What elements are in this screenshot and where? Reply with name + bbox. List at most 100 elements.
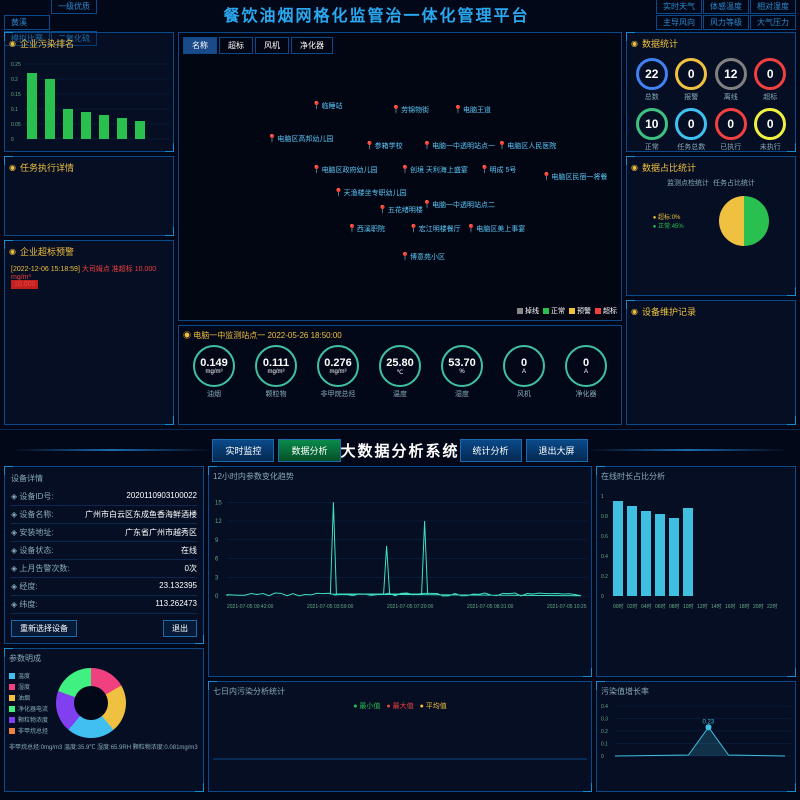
- map-area[interactable]: 临睡站 劳锦物街 电脑王道电脑区高邦幼儿园参箱学校 电脑一中透明站点一电脑区人民医院电…: [179, 58, 621, 295]
- header: 空气质量污染等级一级优质黄溪模拟比赛二氧化硫 餐饮油烟网格化监管治一体化管理平台…: [0, 0, 800, 28]
- svg-text:0.4: 0.4: [601, 554, 608, 560]
- legend-item: 颗粒物浓度: [9, 715, 48, 724]
- legend-item: 温度: [9, 671, 48, 680]
- info-button[interactable]: 重新选择设备: [11, 620, 77, 637]
- metrics-panel: ◉ 电脑一中监测站点一 2022-05-26 18:50:00 0.149mg/…: [178, 325, 622, 425]
- growth-panel: 污染值增长率 00.10.20.30.40.23: [596, 681, 796, 792]
- stat-item: 22总数: [635, 58, 669, 102]
- header-cell: 一级优质: [51, 0, 97, 14]
- panel-title: 企业超标预警: [9, 245, 169, 258]
- metric-item: 0.111mg/m³颗粒物: [255, 345, 297, 399]
- nav-button[interactable]: 统计分析: [460, 439, 522, 462]
- chart-title: 污染值增长率: [601, 686, 791, 697]
- header-cell: 大气压力: [750, 15, 796, 30]
- map-tab[interactable]: 超标: [219, 37, 253, 54]
- info-row: ◈ 经度:23.132395: [11, 578, 197, 596]
- map-marker[interactable]: 明成 5号: [480, 165, 517, 175]
- svg-text:0.23: 0.23: [703, 720, 715, 726]
- svg-text:15: 15: [215, 500, 222, 506]
- svg-text:02时: 02时: [627, 603, 638, 610]
- map-marker[interactable]: 参箱学校: [365, 141, 403, 151]
- map-marker[interactable]: 劳锦物街: [391, 105, 429, 115]
- map-marker[interactable]: 电脑区人民医院: [497, 141, 556, 151]
- nav-button[interactable]: 数据分析: [278, 439, 340, 462]
- panel-title: 设备维护记录: [631, 305, 791, 318]
- map-marker[interactable]: 电脑区民宿一将餐: [541, 172, 607, 182]
- seven-day-panel: 七日内污染分析统计 ● 最小值● 最大值● 平均值: [208, 681, 592, 792]
- map-marker[interactable]: 电脑区高邦幼儿园: [267, 134, 333, 144]
- svg-text:12: 12: [215, 519, 222, 525]
- pollution-rank-panel: 企业污染排名 00.050.10.150.20.25电器区高邦幼儿园电器区高邦幼…: [4, 32, 174, 152]
- info-row: ◈ 上月告警次数:0次: [11, 560, 197, 578]
- trend-chart-panel: 12小时内参数变化趋势 036912152021-07-05 00:42:002…: [208, 466, 592, 677]
- panel-title: 数据统计: [631, 37, 791, 50]
- legend-item: 正常: [543, 306, 565, 316]
- stat-item: 10正常: [635, 108, 669, 152]
- svg-text:04时: 04时: [641, 603, 652, 610]
- svg-text:2021-07-05 03:59:00: 2021-07-05 03:59:00: [307, 604, 354, 610]
- legend-item: 预警: [569, 306, 591, 316]
- svg-text:20时: 20时: [753, 603, 764, 610]
- svg-text:0.1: 0.1: [601, 742, 608, 748]
- pie-tab[interactable]: 任务占比统计: [713, 178, 755, 188]
- info-row: ◈ 安装地址:广东省广州市越秀区: [11, 524, 197, 542]
- legend-item: 湿度: [9, 682, 48, 691]
- svg-text:0.8: 0.8: [601, 514, 608, 520]
- svg-text:6: 6: [215, 557, 219, 563]
- svg-text:2021-07-05 07:20:00: 2021-07-05 07:20:00: [387, 604, 434, 610]
- hour-bar-chart: 00时02时04时06时08时10时12时14时16时18时20时22时00.2…: [601, 486, 791, 616]
- nav-button[interactable]: 退出大屏: [526, 439, 588, 462]
- map-marker[interactable]: 电脑王道: [453, 105, 491, 115]
- legend-item: 油烟: [9, 693, 48, 702]
- map-marker[interactable]: 五花绪明楼: [378, 205, 423, 215]
- pie-label: ● 正常:45%: [653, 221, 684, 230]
- header-right-cells: 实时天气体感温度相对湿度主导风向风力等级大气压力: [656, 0, 796, 30]
- panel-title: 数据占比统计: [631, 161, 791, 174]
- svg-text:0.2: 0.2: [601, 729, 608, 735]
- map-marker[interactable]: 电脑一中透明站点二: [422, 200, 495, 210]
- legend-item: ● 最小值: [353, 701, 380, 711]
- panel-title: 设备详情: [11, 473, 197, 484]
- map-tab[interactable]: 风机: [255, 37, 289, 54]
- map-marker[interactable]: 博意苑小区: [400, 252, 445, 262]
- map-marker[interactable]: 电脑一中透明站点一: [422, 141, 495, 151]
- alert-panel: 企业超标预警 [2022-12-06 15:18:59] 大司姆点 准超标 10…: [4, 240, 174, 425]
- reading: 温度:35.9℃: [64, 745, 97, 751]
- nav-button[interactable]: 实时监控: [212, 439, 274, 462]
- map-marker[interactable]: 电脑区政府幼儿园: [312, 165, 378, 175]
- svg-text:0: 0: [11, 137, 14, 143]
- map-marker[interactable]: 西溪职院: [347, 224, 385, 234]
- reading: 非甲烷总烃:0mg/m3: [9, 745, 64, 751]
- chart-title: 12小时内参数变化趋势: [213, 471, 587, 482]
- stat-item: 0未执行: [754, 108, 788, 152]
- pie-tab[interactable]: 监测点检统计: [667, 178, 709, 188]
- svg-text:14时: 14时: [711, 603, 722, 610]
- svg-text:00时: 00时: [613, 603, 624, 610]
- stat-item: 0超标: [754, 58, 788, 102]
- map-marker[interactable]: 电脑区美上事宴: [466, 224, 525, 234]
- panel-title: 参数明成: [9, 653, 199, 664]
- map-marker[interactable]: 天渔楼坐专职幼儿园: [334, 188, 407, 198]
- alert-item: [2022-12-06 15:18:59] 大司姆点 准超标 10.000 mg…: [9, 262, 169, 290]
- svg-text:0.25: 0.25: [11, 62, 21, 68]
- map-tab[interactable]: 名称: [183, 37, 217, 54]
- info-button[interactable]: 退出: [163, 620, 197, 637]
- bottom-dashboard: 实时监控数据分析 大数据分析系统 统计分析退出大屏 设备详情 ◈ 设备ID号:2…: [0, 430, 800, 800]
- header-cell: 相对湿度: [750, 0, 796, 14]
- chart-title: 七日内污染分析统计: [213, 686, 587, 697]
- header-cell: 风力等级: [703, 15, 749, 30]
- map-marker[interactable]: 宏江明楼餐厅: [409, 224, 461, 234]
- legend-item: ● 最大值: [386, 701, 413, 711]
- map-marker[interactable]: 临睡站: [312, 101, 343, 111]
- task-detail-panel: 任务执行详情: [4, 156, 174, 236]
- info-row: ◈ 设备名称:广州市白云区东成鱼香海鲜酒楼: [11, 506, 197, 524]
- map-tab[interactable]: 净化器: [291, 37, 333, 54]
- stat-item: 0任务总数: [675, 108, 709, 152]
- header-cell: 体感温度: [703, 0, 749, 14]
- svg-text:0.2: 0.2: [601, 574, 608, 580]
- map-marker[interactable]: 创境 天利海上盛宴: [400, 165, 468, 175]
- param-panel: 参数明成 温度湿度油烟净化器电流颗粒物浓度非甲烷总烃 非甲烷总烃:0mg/m3 …: [4, 648, 204, 792]
- info-row: ◈ 设备ID号:2020110903100022: [11, 488, 197, 506]
- svg-text:0.15: 0.15: [11, 92, 21, 98]
- header-cell: 实时天气: [656, 0, 702, 14]
